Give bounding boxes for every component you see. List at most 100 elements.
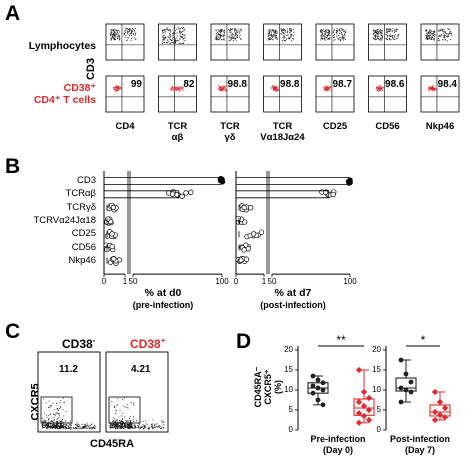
event-dot [432,35,435,37]
event-dot [130,425,132,427]
event-dot [344,35,346,37]
cd38-plot [315,75,355,113]
event-dot [381,87,383,89]
event-dot [183,27,185,29]
event-dot [113,37,115,39]
event-dot [82,426,84,428]
event-dot [379,31,381,33]
data-point [398,399,404,405]
event-dot [62,409,64,411]
event-dot [169,36,171,38]
event-dot [42,421,44,423]
event-dot [220,89,222,91]
event-dot [117,88,119,90]
data-point [241,204,247,211]
event-dot [43,424,45,426]
event-dot [391,31,393,33]
event-dot [86,423,88,425]
event-dot [48,418,50,420]
event-dot [285,38,288,40]
event-dot [433,32,435,34]
event-dot [444,32,446,34]
event-dot [45,425,47,427]
event-dot [120,423,121,425]
event-dot [430,88,432,90]
event-dot [181,27,184,29]
x-tick-label: 0 [101,277,107,287]
event-dot [389,39,391,41]
event-dot [83,426,85,428]
group-label-line1: Post-infection [390,434,450,444]
event-dot [60,422,62,424]
event-dot [177,39,179,41]
event-dot [182,42,184,45]
event-dot [156,425,157,427]
event-dot [117,398,119,400]
event-dot [287,38,289,40]
event-dot [47,425,48,427]
event-dot [430,33,432,35]
event-dot [450,39,452,41]
event-dot [230,28,233,30]
event-dot [70,422,72,424]
x-tick-label: 50 [267,277,277,287]
x-tick-label: 1 [261,277,267,287]
event-dot [130,423,132,425]
panel-a-letter: A [5,2,21,25]
event-dot [180,88,182,90]
event-dot [285,39,287,42]
event-dot [179,29,181,31]
event-dot [114,419,116,421]
event-dot [281,40,283,42]
event-dot [178,89,180,91]
event-dot [284,34,286,36]
event-dot [75,426,77,428]
event-dot [142,420,144,422]
event-dot [444,30,446,32]
event-dot [373,32,375,34]
event-dot [271,36,273,38]
event-dot [180,30,182,33]
event-dot [219,30,221,32]
event-dot [162,426,164,428]
event-dot [283,35,285,37]
event-dot [340,32,342,34]
event-dot [220,36,222,38]
event-dot [165,36,167,38]
event-dot [448,33,450,35]
event-dot [121,426,123,428]
event-dot [342,39,344,41]
event-dot [376,37,378,39]
event-dot [131,31,134,33]
event-dot [436,89,438,91]
event-dot [337,35,340,37]
event-dot [115,29,117,31]
event-dot [128,428,130,430]
event-dot [130,426,132,428]
event-dot [373,31,375,33]
event-dot [275,85,277,87]
event-dot [52,426,54,428]
event-dot [110,37,112,40]
event-dot [224,87,226,89]
event-dot [56,411,58,413]
event-dot [51,426,53,428]
event-dot [92,427,94,429]
event-dot [70,428,72,430]
event-dot [52,421,53,423]
event-dot [290,35,292,37]
event-dot [48,427,50,429]
event-dot [117,422,119,424]
event-dot [123,427,125,429]
event-dot [164,38,166,40]
event-dot [135,38,137,40]
event-dot [112,426,114,428]
event-dot [221,29,223,31]
y-tick-label: 5 [288,405,293,414]
event-dot [397,36,399,38]
event-dot [113,31,116,33]
event-dot [433,35,435,37]
event-dot [59,424,61,426]
event-dot [84,424,86,426]
event-dot [236,30,238,32]
